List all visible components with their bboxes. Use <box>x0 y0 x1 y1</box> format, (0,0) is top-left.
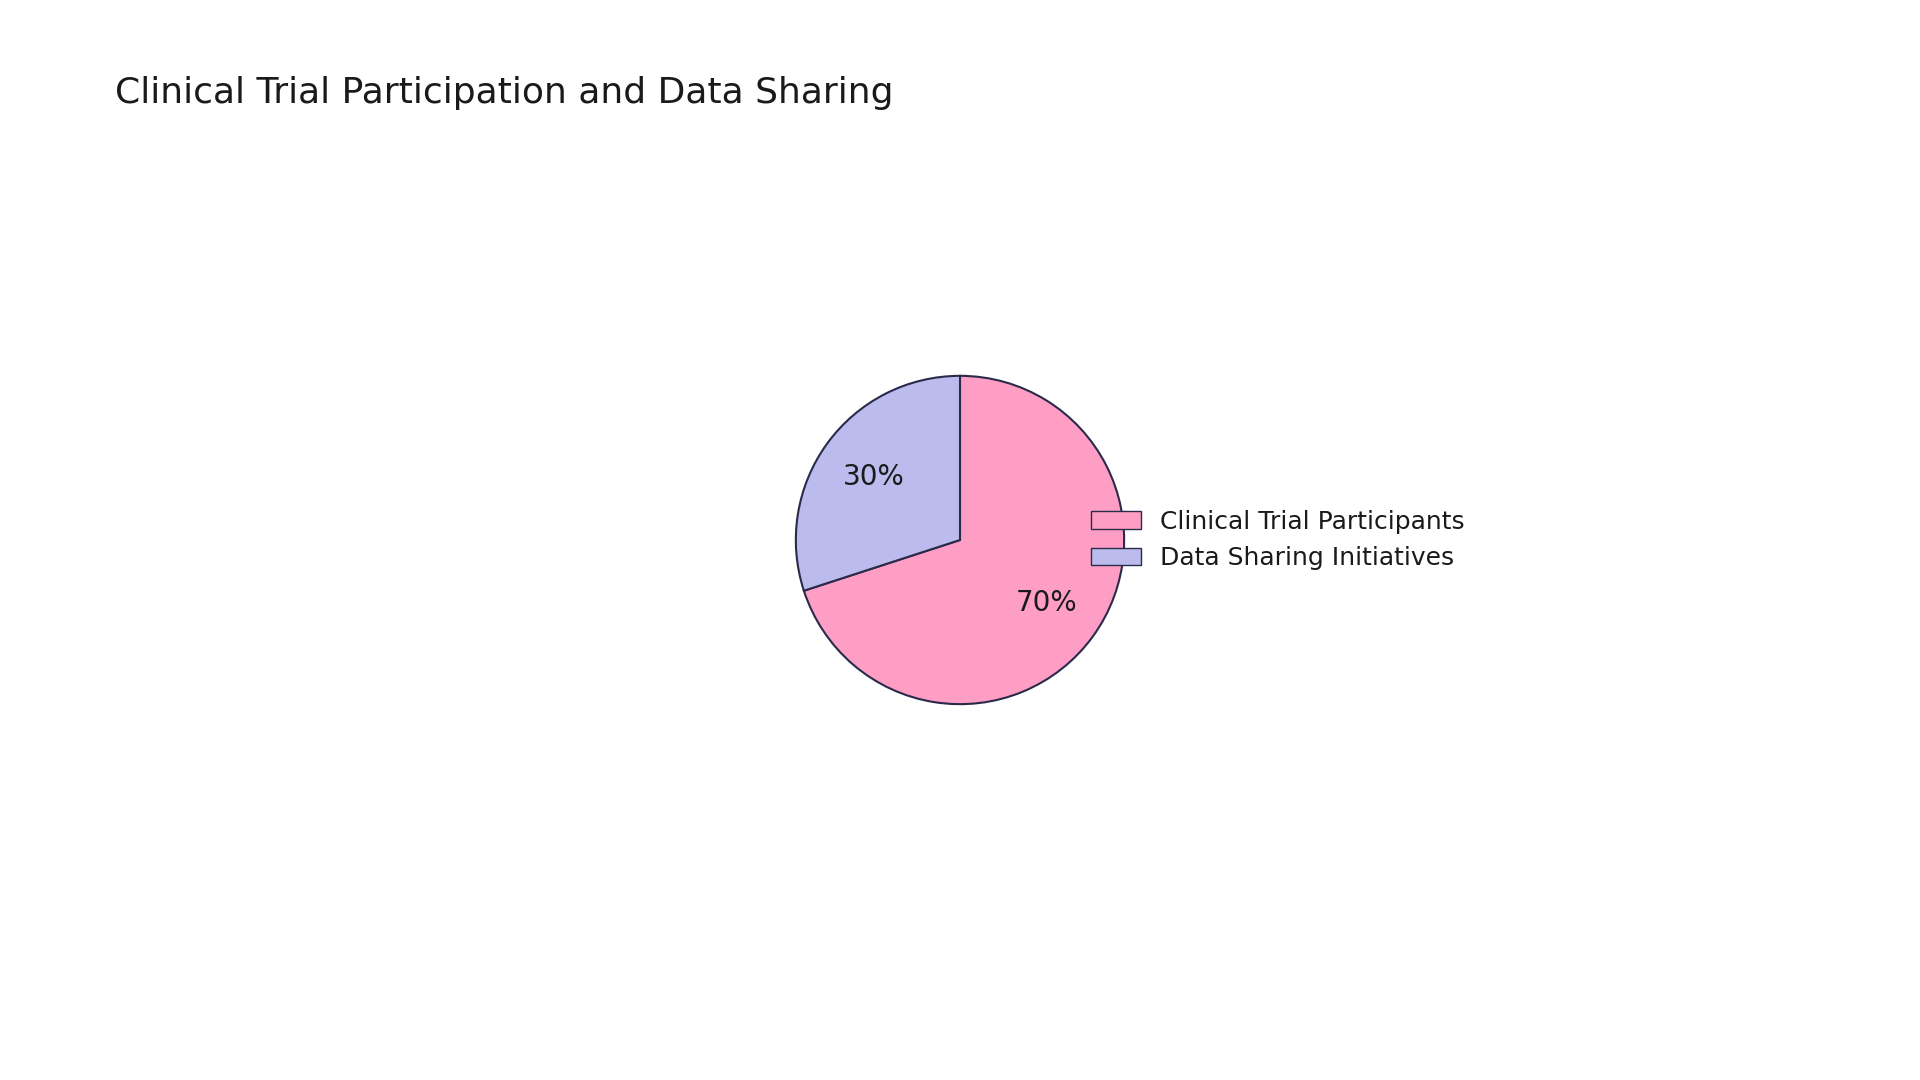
Text: 30%: 30% <box>843 463 904 491</box>
Wedge shape <box>804 376 1123 704</box>
Text: 70%: 70% <box>1016 589 1077 617</box>
Text: Clinical Trial Participation and Data Sharing: Clinical Trial Participation and Data Sh… <box>115 76 893 109</box>
Legend: Clinical Trial Participants, Data Sharing Initiatives: Clinical Trial Participants, Data Sharin… <box>1081 500 1475 580</box>
Wedge shape <box>797 376 960 591</box>
